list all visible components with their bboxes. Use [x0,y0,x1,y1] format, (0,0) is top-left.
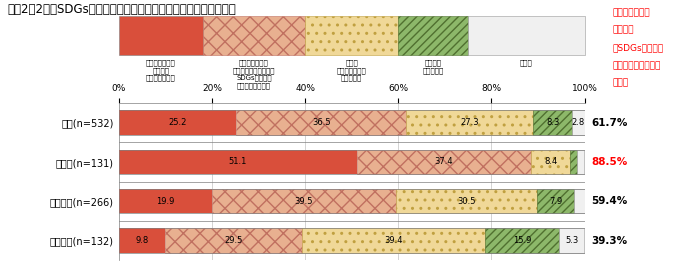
Bar [406,111,533,135]
Text: 39.4: 39.4 [384,236,403,245]
Text: 37.4: 37.4 [435,157,453,166]
Text: 具体的な目標の
設定はしていないが、
SDGsにそった
活動を行っている: 具体的な目標の 設定はしていないが、 SDGsにそった 活動を行っている [232,60,275,89]
Bar [572,111,585,135]
Bar [395,189,538,213]
Text: 59.4%: 59.4% [592,196,628,206]
Text: 15.9: 15.9 [513,236,531,245]
Text: 19.9: 19.9 [156,197,174,206]
Text: 今後、
取り組みたいと
考えている: 今後、 取り組みたいと 考えている [337,60,367,82]
Text: 取り組む
予定はない: 取り組む 予定はない [423,60,444,74]
Bar [119,189,211,213]
Text: を設定」: を設定」 [612,26,634,35]
Bar [305,16,398,55]
Bar [485,228,559,253]
Bar [119,228,584,253]
Text: 活動を行っている」: 活動を行っている」 [612,61,661,70]
Text: の合計: の合計 [612,79,629,88]
Text: 『図2－2』　SDGsに関わる活動の取り組み状況（従業員規模別）: 『図2－2』 SDGsに関わる活動の取り組み状況（従業員規模別） [7,3,236,16]
Bar [538,189,574,213]
Text: 8.3: 8.3 [546,118,559,127]
Bar [302,228,485,253]
Text: 2.8: 2.8 [572,118,585,127]
Bar [119,111,237,135]
Bar [574,189,585,213]
Text: 51.1: 51.1 [229,157,247,166]
Text: 7.9: 7.9 [550,197,563,206]
Bar [119,111,584,135]
Bar [211,189,396,213]
Text: 39.5: 39.5 [294,197,313,206]
Bar [398,16,468,55]
Bar [119,189,584,213]
Bar [119,150,584,174]
Bar [533,111,572,135]
Text: 88.5%: 88.5% [592,157,628,167]
Text: 30.5: 30.5 [457,197,476,206]
Bar [119,16,203,55]
Text: 61.7%: 61.7% [592,118,628,128]
Text: 無回答: 無回答 [520,60,533,66]
Text: 8.4: 8.4 [544,157,557,166]
Bar [468,16,584,55]
Bar [203,16,305,55]
Text: 27.3: 27.3 [461,118,479,127]
Text: 9.8: 9.8 [135,236,148,245]
Text: 5.3: 5.3 [565,236,578,245]
Bar [559,228,584,253]
Bar [164,228,302,253]
Text: 36.5: 36.5 [312,118,330,127]
Text: 「具体的な目標: 「具体的な目標 [612,8,650,17]
Text: 「SDGsに沿った: 「SDGsに沿った [612,43,664,52]
Bar [357,150,531,174]
Text: 具体的な目標を
設定して
取り組んでいる: 具体的な目標を 設定して 取り組んでいる [146,60,176,82]
Bar [531,150,570,174]
Bar [119,228,164,253]
Bar [119,150,357,174]
Bar [570,150,577,174]
Text: 29.5: 29.5 [224,236,242,245]
Bar [577,150,584,174]
Text: 25.2: 25.2 [169,118,187,127]
Text: 39.3%: 39.3% [592,235,628,246]
Bar [237,111,406,135]
